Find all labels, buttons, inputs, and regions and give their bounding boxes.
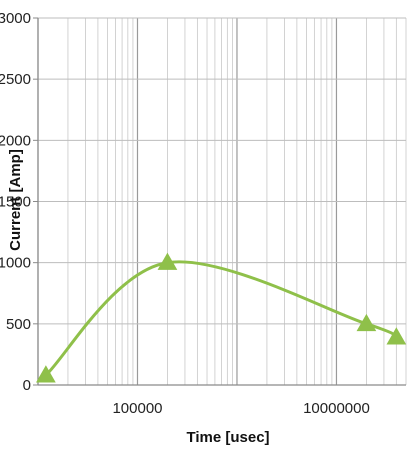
x-tick-label: 100000: [112, 400, 162, 417]
y-tick-label: 500: [6, 316, 31, 333]
data-point-marker: [356, 313, 377, 332]
y-axis-title: Current [Amp]: [7, 149, 24, 251]
y-tick-label: 2500: [0, 71, 31, 88]
y-tick-label: 1000: [0, 255, 31, 272]
data-point-marker: [386, 327, 407, 345]
data-point-marker: [157, 252, 178, 270]
x-tick-label: 10000000: [303, 400, 370, 417]
y-tick-label: 0: [23, 377, 31, 394]
axes: [33, 17, 406, 386]
series: [36, 252, 407, 383]
series-line: [44, 260, 398, 377]
y-tick-label: 3000: [0, 10, 31, 27]
grid: [37, 17, 407, 386]
y-tick-label: 2000: [0, 132, 31, 149]
y-tick-label: 1500: [0, 194, 31, 211]
tick-labels: 0 500 1000 1500 2000 2500 3000 100000 10000000: [0, 10, 370, 417]
data-point-marker: [36, 365, 56, 383]
x-axis-title: Time [usec]: [186, 429, 269, 446]
